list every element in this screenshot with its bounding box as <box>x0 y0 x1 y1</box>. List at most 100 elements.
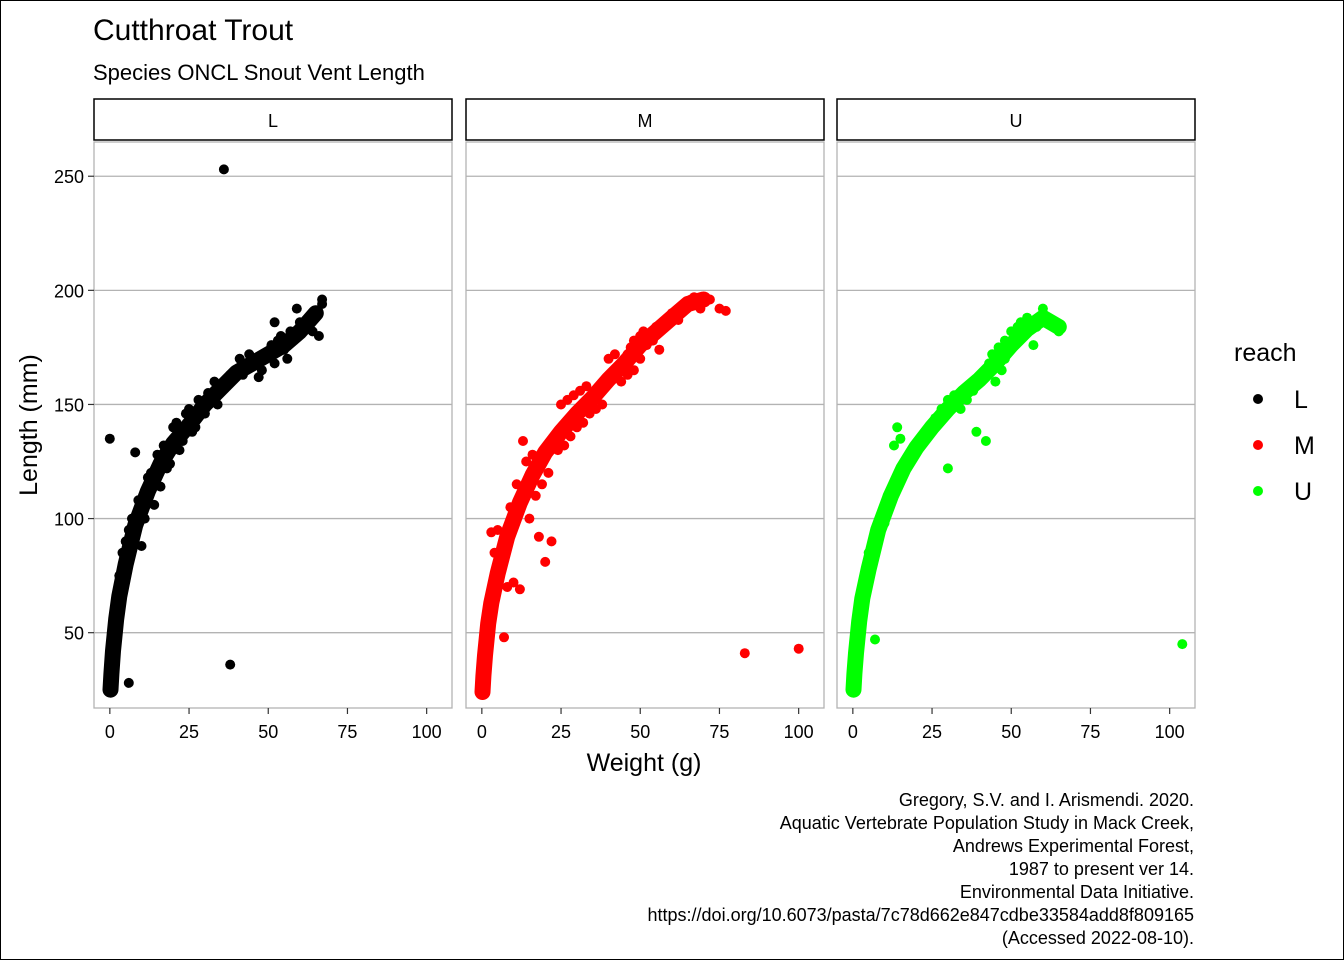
data-point <box>527 449 538 460</box>
data-point <box>104 433 115 444</box>
data-point <box>895 433 906 444</box>
data-point <box>955 404 966 414</box>
facet-strip <box>836 98 1196 141</box>
caption-line: Aquatic Vertebrate Population Study in M… <box>780 813 1194 833</box>
caption-line: (Accessed 2022-08-10). <box>1002 928 1194 948</box>
data-point <box>695 303 706 314</box>
y-tick-label: 150 <box>54 395 84 415</box>
data-point <box>495 554 506 565</box>
data-point <box>269 317 280 328</box>
data-point <box>1053 326 1064 337</box>
data-point <box>863 566 874 577</box>
data-point <box>492 570 503 581</box>
x-tick-label: 0 <box>477 722 487 742</box>
data-point <box>537 479 547 490</box>
data-point <box>502 536 513 547</box>
data-point <box>651 321 662 332</box>
data-point <box>647 335 658 346</box>
data-point <box>720 305 731 316</box>
data-point <box>487 591 498 602</box>
data-point <box>108 650 118 661</box>
caption: Gregory, S.V. and I. Arismendi. 2020. Aqu… <box>648 790 1194 948</box>
data-point <box>505 502 516 513</box>
data-point <box>876 509 887 519</box>
data-point <box>190 422 201 433</box>
data-point <box>923 422 934 433</box>
data-point <box>609 349 620 360</box>
data-point <box>704 294 715 305</box>
legend-label: U <box>1294 478 1312 506</box>
data-point <box>654 344 665 355</box>
data-point <box>269 358 280 369</box>
data-point <box>660 317 671 328</box>
data-point <box>524 513 535 524</box>
data-point <box>483 604 494 615</box>
x-axis-label: Weight (g) <box>587 749 702 777</box>
data-point <box>851 639 861 650</box>
data-point <box>505 527 516 538</box>
data-point <box>581 381 592 392</box>
data-point <box>489 582 500 592</box>
data-point <box>999 353 1010 364</box>
data-point <box>993 342 1004 353</box>
data-point <box>533 531 544 542</box>
data-point <box>530 490 541 501</box>
data-point <box>996 365 1007 376</box>
data-point <box>130 447 141 458</box>
data-point <box>279 344 290 355</box>
y-tick-label: 250 <box>54 167 84 187</box>
x-tick-label: 75 <box>709 722 729 742</box>
data-point <box>1177 639 1188 650</box>
data-point <box>480 652 490 663</box>
data-point <box>193 394 204 405</box>
data-point <box>559 440 570 451</box>
data-point <box>666 308 677 319</box>
y-tick-label: 100 <box>54 510 84 530</box>
facet-strip-label: U <box>1010 111 1023 131</box>
data-point <box>980 436 991 446</box>
data-point <box>936 404 947 414</box>
data-point <box>863 547 874 558</box>
data-point <box>133 495 144 506</box>
data-point <box>930 413 941 424</box>
x-tick-label: 100 <box>1155 722 1185 742</box>
x-tick-label: 50 <box>258 722 278 742</box>
facet-panel-m: M 0 25 50 75 100 <box>465 98 825 742</box>
data-point <box>854 618 865 629</box>
x-tick-label: 50 <box>1001 722 1021 742</box>
data-point <box>565 431 576 442</box>
facet-panel-u: U 0 25 50 75 100 <box>836 98 1196 742</box>
facet-strip <box>465 98 825 141</box>
data-point <box>851 648 861 659</box>
data-point <box>275 331 286 341</box>
data-point <box>492 525 503 535</box>
data-point <box>852 630 863 640</box>
data-point <box>313 331 324 341</box>
x-tick-label: 100 <box>412 722 442 742</box>
data-point <box>961 394 972 405</box>
panel-border <box>836 141 1196 709</box>
x-tick-label: 0 <box>105 722 115 742</box>
data-point <box>480 639 490 650</box>
data-point <box>171 417 182 428</box>
data-point <box>990 376 1001 387</box>
panel-border <box>465 141 825 709</box>
data-point <box>739 648 750 659</box>
data-point <box>638 326 649 337</box>
caption-line: https://doi.org/10.6073/pasta/7c78d662e8… <box>648 905 1194 925</box>
facet-panels: L 50 100 150 200 250 0 25 50 75 100 M 0 25 50 75 100 U 0 25… <box>54 98 1196 742</box>
data-point <box>123 677 134 688</box>
x-tick-label: 50 <box>630 722 650 742</box>
x-tick-label: 100 <box>784 722 814 742</box>
legend-label: M <box>1294 432 1315 460</box>
facet-panel-l: L 50 100 150 200 250 0 25 50 75 100 <box>54 98 453 742</box>
data-point <box>244 349 255 360</box>
data-point <box>203 388 214 398</box>
legend: reach LMU <box>1234 339 1315 506</box>
data-point <box>578 417 589 428</box>
data-point <box>285 326 296 337</box>
data-point <box>146 467 156 478</box>
data-point <box>483 623 494 634</box>
data-point <box>209 376 220 387</box>
